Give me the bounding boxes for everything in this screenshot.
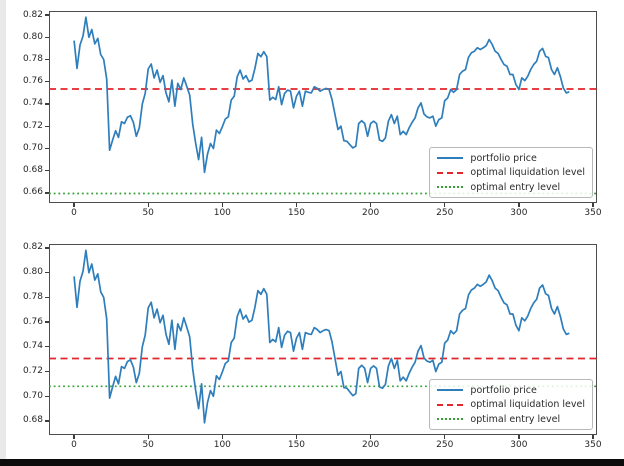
legend-label-portfolio-price: portfolio price	[470, 384, 537, 396]
y-tick-label: 0.78	[22, 54, 43, 64]
x-tick-mark	[221, 203, 224, 207]
y-tick-mark	[44, 103, 49, 105]
y-tick-label: 0.72	[22, 365, 43, 376]
y-tick-label: 0.80	[22, 267, 43, 278]
legend-row: optimal liquidation level	[437, 399, 585, 411]
y-tick-mark	[44, 321, 49, 323]
top-chart: portfolio price optimal liquidation leve…	[0, 9, 624, 218]
portfolio-price-line-icon	[437, 389, 464, 391]
y-tick-label: 0.78	[22, 291, 43, 302]
x-tick-label: 250	[436, 440, 454, 450]
y-tick-label: 0.70	[22, 142, 43, 153]
liquidation-level-line-icon	[437, 171, 464, 174]
y-tick-mark	[44, 370, 49, 373]
y-tick-label: 0.68	[22, 415, 43, 426]
x-tick-mark	[369, 435, 372, 439]
portfolio-price-line	[72, 249, 570, 424]
x-tick-label: 300	[510, 440, 528, 450]
legend-label-liquidation-level: optimal liquidation level	[470, 399, 585, 410]
y-tick-mark	[44, 81, 49, 83]
y-tick-mark	[44, 420, 49, 422]
legend-row: optimal liquidation level	[437, 167, 585, 179]
x-tick-label: 0	[71, 440, 77, 450]
y-tick-mark	[44, 346, 49, 348]
legend-label-entry-level: optimal entry level	[470, 181, 561, 193]
x-tick-label: 150	[287, 440, 306, 450]
y-tick-label: 0.82	[22, 242, 43, 253]
x-tick-mark	[518, 203, 520, 207]
liquidation-level-line-icon	[437, 403, 464, 406]
x-tick-label: 0	[71, 208, 77, 218]
legend-label-portfolio-price: portfolio price	[470, 152, 537, 164]
x-tick-label: 300	[510, 208, 528, 218]
bottom-black-bar	[0, 459, 624, 466]
y-tick-label: 0.82	[22, 9, 43, 20]
y-tick-mark	[44, 125, 49, 127]
legend-row: portfolio price	[437, 384, 585, 396]
x-tick-label: 50	[142, 440, 154, 450]
entry-level-line-icon	[437, 418, 464, 420]
portfolio-price-line-icon	[437, 157, 464, 159]
x-tick-mark	[147, 203, 149, 207]
y-tick-label: 0.72	[22, 120, 43, 131]
x-tick-label: 150	[287, 208, 306, 218]
legend-label-entry-level: optimal entry level	[470, 413, 561, 425]
legend-row: portfolio price	[437, 152, 585, 164]
y-tick-mark	[44, 170, 49, 172]
y-tick-label: 0.74	[22, 341, 43, 352]
x-tick-label: 200	[362, 208, 380, 218]
entry-level-line-icon	[437, 186, 464, 188]
y-tick-label: 0.80	[22, 31, 43, 42]
x-tick-mark	[295, 203, 298, 207]
y-tick-label: 0.70	[22, 390, 43, 401]
x-tick-mark	[518, 435, 520, 439]
x-tick-label: 100	[213, 440, 231, 450]
x-tick-mark	[369, 203, 372, 207]
x-tick-mark	[592, 203, 594, 207]
top-plot-area: portfolio price optimal liquidation leve…	[48, 11, 597, 203]
y-tick-mark	[44, 247, 49, 249]
portfolio-price-line	[72, 15, 570, 173]
y-tick-mark	[44, 14, 49, 16]
y-tick-label: 0.66	[22, 187, 43, 198]
x-tick-mark	[73, 203, 75, 207]
x-tick-label: 250	[436, 208, 454, 218]
legend-row: optimal entry level	[437, 413, 585, 425]
x-tick-mark	[73, 435, 75, 439]
x-tick-mark	[444, 203, 446, 207]
y-tick-label: 0.68	[22, 165, 43, 176]
x-tick-mark	[592, 435, 594, 439]
legend-row: optimal entry level	[437, 181, 585, 193]
x-tick-label: 350	[584, 208, 602, 218]
x-tick-label: 350	[584, 440, 602, 450]
x-tick-label: 200	[362, 440, 380, 450]
y-tick-label: 0.74	[22, 98, 43, 109]
top-legend: portfolio price optimal liquidation leve…	[429, 147, 593, 198]
x-tick-mark	[444, 435, 446, 439]
y-tick-mark	[44, 272, 49, 274]
bottom-legend: portfolio price optimal liquidation leve…	[429, 379, 593, 430]
y-tick-label: 0.76	[22, 316, 43, 327]
x-tick-mark	[295, 435, 298, 439]
legend-label-liquidation-level: optimal liquidation level	[470, 167, 585, 178]
y-tick-mark	[44, 58, 49, 61]
y-tick-label: 0.76	[22, 76, 43, 87]
y-tick-mark	[44, 36, 49, 38]
x-tick-mark	[147, 435, 149, 439]
y-tick-mark	[44, 296, 49, 299]
y-tick-mark	[44, 395, 49, 397]
left-edge-strip	[0, 0, 6, 459]
x-tick-label: 50	[142, 208, 154, 218]
y-tick-mark	[44, 192, 49, 194]
bottom-chart: portfolio price optimal liquidation leve…	[0, 242, 624, 450]
x-tick-label: 100	[213, 208, 231, 218]
y-tick-mark	[44, 147, 49, 150]
bottom-plot-area: portfolio price optimal liquidation leve…	[48, 244, 597, 435]
x-tick-mark	[221, 435, 224, 439]
